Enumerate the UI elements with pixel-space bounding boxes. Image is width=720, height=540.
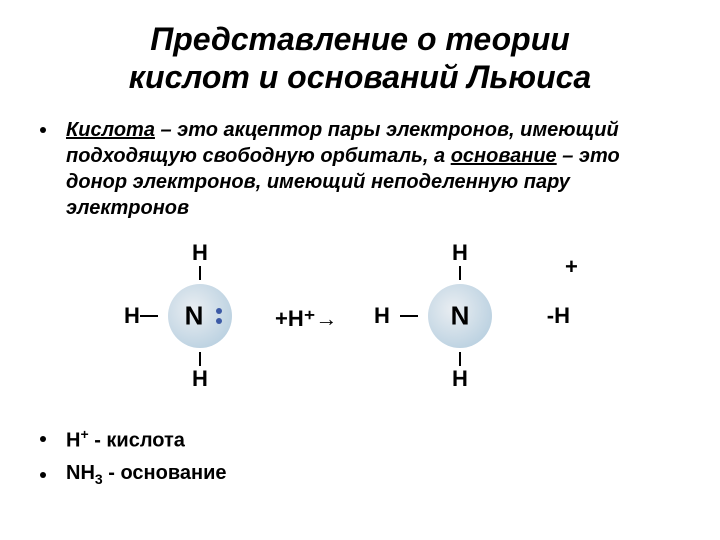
h-left-right: H: [374, 303, 390, 329]
charge-plus: +: [565, 254, 578, 280]
bond-left-left: [140, 315, 158, 317]
atom-n-right: N: [451, 300, 470, 331]
bond-top-left: [199, 266, 201, 280]
note-base: NH3 - основание: [66, 462, 227, 487]
h-bottom-left: H: [192, 366, 208, 392]
definition-bullet: Кислота – это акцептор пары электронов, …: [40, 117, 680, 221]
note-base-row: NH3 - основание: [40, 462, 680, 487]
atom-n-left: N: [185, 300, 204, 331]
bond-left-right: [400, 315, 418, 317]
h-right-right: -H: [547, 303, 570, 329]
h-top-left: H: [192, 240, 208, 266]
h-left-left: H: [124, 303, 140, 329]
molecule-nh4: N H H H -H: [390, 246, 530, 386]
acid-term: Кислота: [66, 119, 155, 141]
bullet-dot: [40, 472, 46, 478]
h-top-right: H: [452, 240, 468, 266]
definition-text: Кислота – это акцептор пары электронов, …: [66, 117, 680, 221]
slide-title: Представление о теории кислот и основани…: [40, 20, 680, 97]
lone-pair-dots: [212, 307, 230, 325]
reaction-arrow-text: +H⁺→: [275, 306, 337, 332]
bond-bottom-right: [459, 352, 461, 366]
bullet-dot: [40, 436, 46, 442]
h-bottom-right: H: [452, 366, 468, 392]
bond-top-right: [459, 266, 461, 280]
reaction-diagram: N H H H +H⁺→ N H H H -H +: [70, 236, 680, 436]
bond-bottom-left: [199, 352, 201, 366]
molecule-nh3: N H H H: [130, 246, 270, 386]
bullet-dot: [40, 127, 46, 133]
base-term: основание: [451, 145, 557, 167]
